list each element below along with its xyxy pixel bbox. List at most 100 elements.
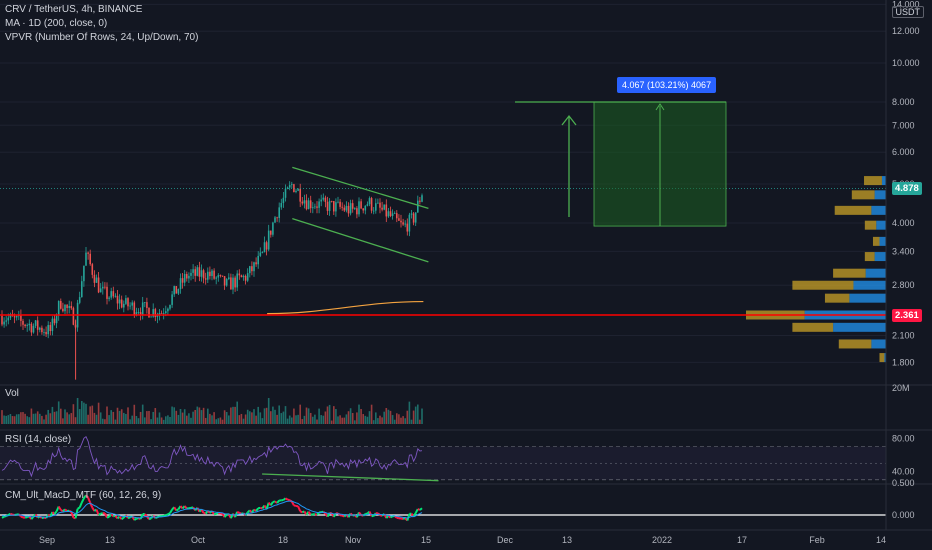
volume-bar	[383, 411, 385, 424]
candle	[354, 207, 356, 211]
candle-body	[186, 274, 188, 279]
volume-bar	[312, 416, 314, 424]
vpvr-down-bar-4	[824, 293, 850, 303]
candle-body	[295, 190, 297, 192]
candle	[3, 317, 5, 328]
candle-body	[404, 223, 406, 225]
candle	[41, 325, 43, 335]
volume-bar	[186, 415, 188, 424]
volume-bar	[123, 412, 125, 424]
candle	[246, 268, 249, 283]
volume-bar	[139, 411, 142, 424]
volume-pane-label[interactable]: Vol	[5, 388, 19, 399]
currency-badge[interactable]: USDT	[891, 6, 924, 18]
symbol-legend[interactable]: CRV / TetherUS, 4h, BINANCE	[5, 4, 143, 15]
macd-pane-label[interactable]: CM_Ult_MacD_MTF (60, 12, 26, 9)	[5, 490, 162, 501]
volume-bar	[60, 408, 62, 424]
candle-body	[251, 266, 253, 272]
time-tick-label-10: Feb	[809, 535, 825, 545]
candle-body	[410, 213, 413, 215]
candle-body	[320, 199, 322, 202]
candle	[257, 251, 259, 269]
volume-bar	[370, 404, 373, 424]
vpvr-up-bar-8	[879, 236, 886, 246]
vpvr-down-bar-0	[879, 353, 885, 363]
candle-body	[173, 286, 175, 295]
candle	[53, 315, 56, 326]
candle-body	[160, 313, 163, 314]
volume-bar	[20, 412, 22, 424]
candle-body	[192, 269, 194, 273]
candle-body	[249, 266, 251, 274]
candle	[91, 262, 94, 279]
candle-body	[400, 220, 402, 223]
candle	[114, 293, 117, 298]
candle-body	[120, 299, 123, 308]
vpvr-down-bar-11	[851, 190, 875, 200]
vpvr-legend[interactable]: VPVR (Number Of Rows, 24, Up/Down, 70)	[5, 32, 199, 43]
candle-body	[95, 277, 98, 283]
current-price-tag: 4.878	[892, 182, 922, 195]
macd-line-segment	[269, 501, 274, 506]
volume-bar	[62, 418, 64, 424]
time-tick-label-2: Oct	[191, 535, 206, 545]
candle	[335, 198, 337, 217]
vpvr-down-bar-6	[833, 268, 866, 278]
candle-body	[314, 206, 316, 208]
ma-legend[interactable]: MA · 1D (200, close, 0)	[5, 18, 108, 29]
candle	[26, 323, 28, 332]
rsi-pane-label[interactable]: RSI (14, close)	[5, 434, 72, 445]
volume-bar	[5, 415, 7, 424]
candle	[379, 198, 381, 214]
volume-bar	[217, 418, 220, 424]
time-tick-label-5: 15	[421, 535, 431, 545]
volume-bar	[112, 411, 115, 424]
macd-line-segment	[200, 509, 205, 514]
macd-line-segment	[284, 497, 289, 501]
volume-bar	[177, 414, 180, 424]
volume-bar	[372, 420, 375, 424]
volume-bar	[89, 406, 91, 424]
candle	[139, 307, 142, 321]
candle-body	[91, 264, 94, 275]
candle	[70, 301, 73, 310]
volume-bar	[299, 404, 301, 424]
candle	[89, 249, 91, 266]
time-tick-label-11: 14	[876, 535, 886, 545]
volume-bar	[146, 411, 148, 424]
macd-line-segment	[165, 513, 169, 517]
price-tick-label-11: 2.100	[892, 330, 915, 340]
candle	[236, 270, 238, 292]
candle	[393, 211, 396, 214]
candle-body	[211, 270, 213, 277]
volume-bar	[278, 405, 280, 424]
candle-body	[253, 262, 255, 272]
volume-bar	[104, 419, 106, 424]
candle-body	[335, 202, 337, 212]
volume-bar	[162, 419, 165, 424]
volume-bar	[337, 416, 339, 424]
price-tick-label-12: 1.800	[892, 357, 915, 367]
macd-line-segment	[282, 497, 287, 501]
macd-line-segment	[10, 512, 13, 516]
macd-line-segment	[121, 516, 125, 520]
volume-bar	[381, 417, 383, 424]
candle-body	[240, 275, 243, 278]
volume-bar	[196, 406, 199, 424]
candle-body	[377, 202, 379, 204]
candle	[198, 261, 201, 282]
candle-body	[347, 205, 350, 214]
macd-line-segment	[106, 515, 110, 519]
volume-bar	[7, 415, 10, 424]
drawings[interactable]	[0, 101, 886, 316]
candle-body	[181, 278, 184, 283]
candle-body	[322, 197, 325, 200]
macd-line-segment	[236, 510, 240, 514]
candle-body	[89, 253, 91, 265]
macd-axis-label-0: 0.500	[892, 478, 915, 488]
volume-bar	[406, 410, 409, 424]
candle-body	[26, 325, 28, 327]
macd-line-segment	[118, 516, 123, 520]
